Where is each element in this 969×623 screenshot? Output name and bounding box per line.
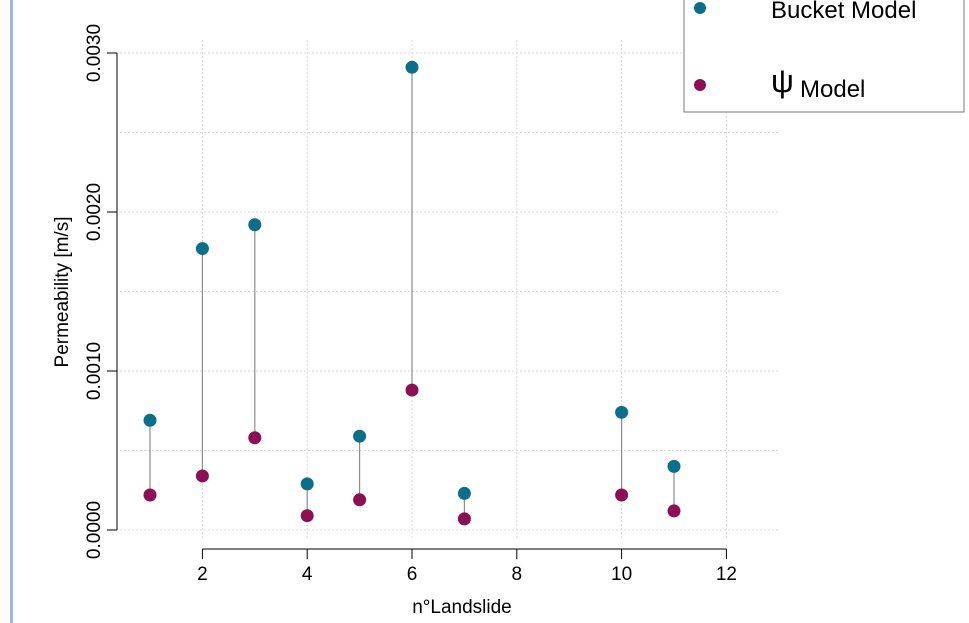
y-tick-label: 0.0010 — [84, 342, 105, 400]
y-axis-label: Permeability [m/s] — [52, 217, 73, 368]
psi-model-point — [353, 493, 367, 507]
bucket-model-point — [300, 477, 314, 491]
psi-model-point — [300, 509, 314, 523]
psi-model-point — [405, 383, 419, 397]
bucket-model-point — [143, 413, 157, 427]
psi-model-point — [667, 504, 681, 518]
legend-box — [683, 0, 965, 113]
bucket-model-point — [457, 486, 471, 500]
y-tick-label: 0.0030 — [84, 24, 105, 82]
legend-marker-psi-model — [694, 79, 706, 91]
bucket-model-point — [248, 218, 262, 232]
x-tick-label: 12 — [716, 564, 737, 585]
legend: Bucket Model ψ Model — [683, 0, 965, 113]
psi-model-point — [615, 488, 629, 502]
data-points — [143, 60, 681, 526]
x-axis-label: n°Landslide — [412, 597, 512, 618]
x-tick-label: 8 — [512, 564, 523, 585]
legend-psi-symbol: ψ — [771, 63, 794, 99]
psi-model-point — [143, 488, 157, 502]
x-tick-label: 4 — [302, 564, 313, 585]
bucket-model-point — [667, 459, 681, 473]
legend-label-psi-model: Model — [800, 76, 865, 103]
legend-marker-bucket-model — [694, 2, 706, 14]
psi-model-point — [248, 431, 262, 445]
left-border — [10, 0, 13, 623]
y-tick-label: 0.0020 — [84, 183, 105, 241]
bucket-model-point — [195, 242, 209, 256]
x-tick-label: 2 — [197, 564, 208, 585]
x-tick-label: 10 — [611, 564, 632, 585]
grid — [120, 40, 780, 540]
bucket-model-point — [353, 429, 367, 443]
bucket-model-point — [405, 60, 419, 74]
x-tick-label: 6 — [407, 564, 418, 585]
psi-model-point — [457, 512, 471, 526]
y-tick-label: 0.0000 — [84, 501, 105, 559]
axes: n°Landslide Permeability [m/s] 2 4 6 8 10 12 0… — [52, 24, 737, 618]
connectors — [149, 67, 675, 519]
psi-model-point — [195, 469, 209, 483]
bucket-model-point — [615, 405, 629, 419]
legend-label-bucket-model: Bucket Model — [771, 0, 916, 24]
